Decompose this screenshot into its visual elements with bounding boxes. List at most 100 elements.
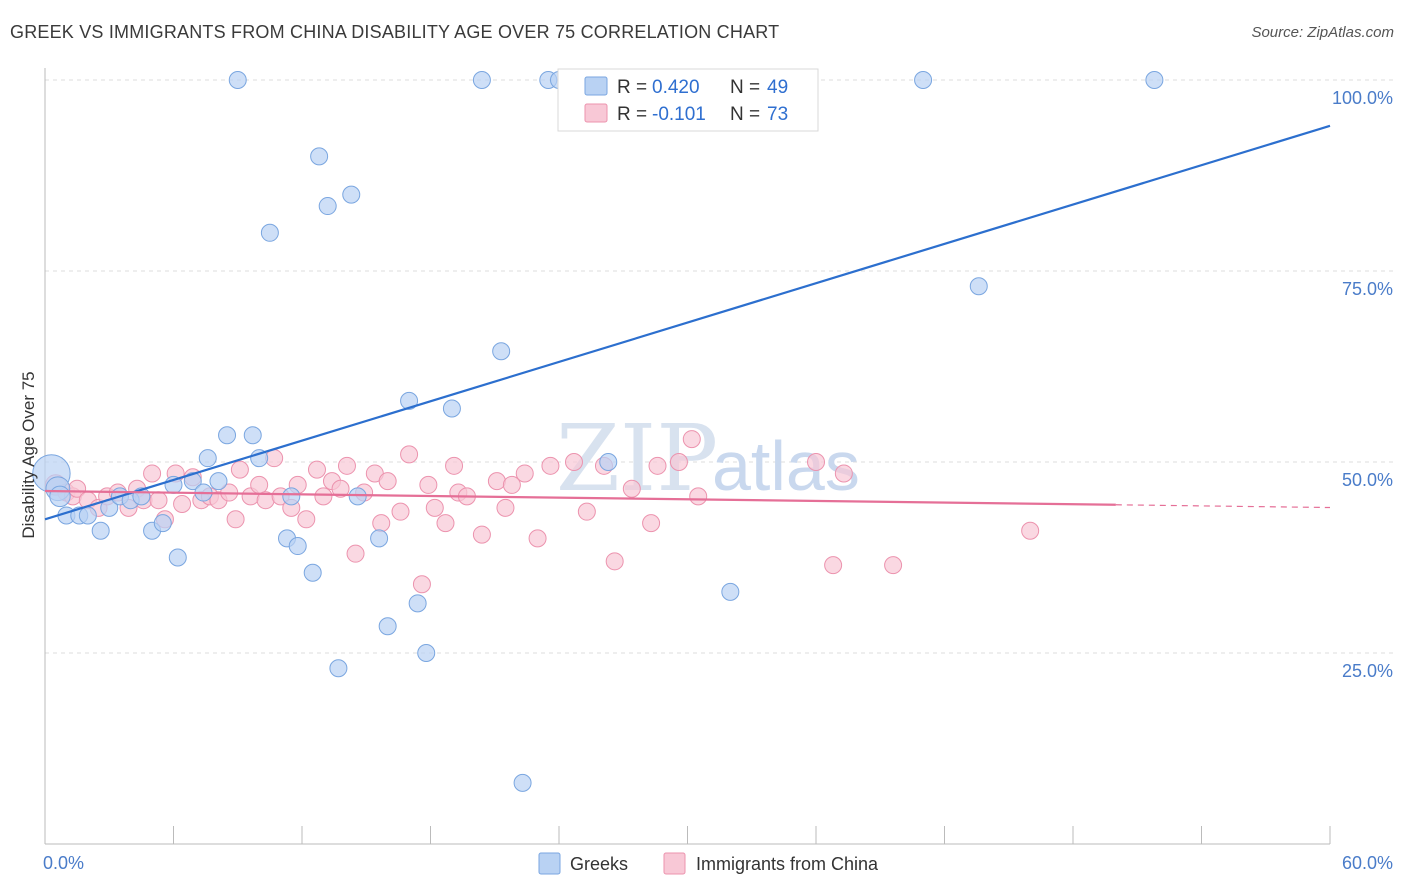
point-china bbox=[502, 475, 521, 494]
point-china bbox=[622, 479, 641, 498]
point-china bbox=[346, 544, 365, 563]
legend-swatch-greeks bbox=[584, 76, 608, 96]
point-china bbox=[834, 464, 853, 483]
point-greeks bbox=[310, 147, 329, 166]
point-china bbox=[528, 529, 547, 548]
point-greeks bbox=[408, 594, 427, 613]
legend-n-label: N = bbox=[730, 104, 760, 125]
point-greeks bbox=[183, 472, 202, 491]
point-china bbox=[372, 514, 391, 533]
point-greeks bbox=[218, 426, 237, 445]
point-greeks bbox=[318, 197, 337, 216]
point-greeks bbox=[78, 506, 97, 525]
point-china bbox=[472, 525, 491, 544]
correlation-legend: R = 0.420 N = 49 R = -0.101 N = 73 bbox=[557, 68, 819, 132]
point-china bbox=[400, 445, 419, 464]
x-tick-label: 60.0% bbox=[1342, 853, 1393, 873]
y-tick-label: 50.0% bbox=[1342, 470, 1393, 490]
point-greeks bbox=[91, 521, 110, 540]
trend-lines bbox=[44, 124, 1331, 521]
y-tick-label: 75.0% bbox=[1342, 279, 1393, 299]
tick-labels: 100.0% 75.0% 50.0% 25.0% 0.0% 60.0% bbox=[43, 88, 1393, 873]
bottom-legend-label-greeks: Greeks bbox=[570, 854, 628, 874]
point-china bbox=[173, 495, 192, 514]
point-greeks bbox=[1145, 71, 1164, 89]
point-china bbox=[378, 472, 397, 491]
point-china bbox=[412, 575, 431, 594]
point-china bbox=[297, 510, 316, 529]
chart-title: GREEK VS IMMIGRANTS FROM CHINA DISABILIT… bbox=[10, 22, 780, 42]
point-greeks bbox=[599, 453, 618, 471]
legend-swatch-china bbox=[584, 103, 608, 123]
point-china bbox=[824, 556, 843, 575]
legend-r-label: R = bbox=[617, 77, 647, 98]
point-greeks bbox=[288, 537, 307, 556]
point-greeks bbox=[348, 487, 367, 506]
point-china bbox=[307, 460, 326, 479]
point-greeks bbox=[303, 563, 322, 582]
point-china bbox=[265, 449, 284, 468]
y-axis-title: Disability Age Over 75 bbox=[19, 371, 38, 538]
point-greeks bbox=[370, 529, 389, 548]
point-china bbox=[445, 456, 464, 475]
point-china bbox=[564, 453, 583, 471]
point-china bbox=[541, 456, 560, 475]
legend-n-value-greeks: 49 bbox=[767, 77, 788, 98]
point-greeks bbox=[513, 773, 532, 792]
point-china bbox=[436, 514, 455, 533]
y-tick-label: 100.0% bbox=[1332, 88, 1393, 108]
point-china bbox=[648, 456, 667, 475]
point-china bbox=[496, 498, 515, 517]
point-greeks bbox=[378, 617, 397, 636]
trend-line-china-extension bbox=[1115, 504, 1331, 509]
x-tick-label: 0.0% bbox=[43, 853, 84, 873]
point-china bbox=[884, 556, 903, 575]
point-china bbox=[143, 464, 162, 483]
legend-r-label: R = bbox=[617, 104, 647, 125]
point-greeks bbox=[914, 71, 933, 89]
point-greeks bbox=[198, 449, 217, 468]
point-greeks bbox=[153, 514, 172, 533]
point-greeks bbox=[417, 644, 436, 662]
point-china bbox=[487, 472, 506, 491]
point-greeks bbox=[260, 223, 279, 242]
legend-r-value-greeks: 0.420 bbox=[652, 77, 700, 98]
point-china bbox=[577, 502, 596, 521]
point-china bbox=[230, 460, 249, 479]
point-china bbox=[250, 475, 269, 494]
point-greeks bbox=[442, 399, 461, 418]
trend-line-greeks bbox=[44, 124, 1331, 521]
point-china bbox=[419, 475, 438, 494]
trend-line-china bbox=[44, 489, 1116, 506]
grid-lines bbox=[45, 79, 1395, 654]
point-greeks bbox=[243, 426, 262, 445]
point-china bbox=[425, 498, 444, 517]
point-greeks bbox=[492, 342, 511, 361]
point-china bbox=[1021, 521, 1040, 540]
point-china bbox=[682, 430, 701, 449]
point-china bbox=[642, 514, 661, 533]
point-greeks bbox=[969, 277, 988, 296]
point-china bbox=[226, 510, 245, 529]
point-greeks bbox=[168, 548, 187, 567]
point-greeks bbox=[209, 472, 228, 491]
point-china bbox=[314, 487, 333, 506]
source-credit: Source: ZipAtlas.com bbox=[1251, 24, 1394, 41]
legend-n-label: N = bbox=[730, 77, 760, 98]
point-china bbox=[605, 552, 624, 571]
point-greeks bbox=[282, 487, 301, 506]
point-china bbox=[689, 487, 708, 506]
point-greeks bbox=[228, 71, 247, 89]
point-china bbox=[331, 479, 350, 498]
bottom-legend-swatch-china bbox=[663, 852, 686, 875]
point-greeks bbox=[472, 71, 491, 89]
point-china bbox=[391, 502, 410, 521]
point-china bbox=[807, 453, 825, 471]
bottom-legend-swatch-greeks bbox=[538, 852, 561, 875]
point-greeks bbox=[342, 185, 361, 204]
point-china bbox=[149, 491, 168, 510]
point-greeks bbox=[721, 582, 740, 601]
series-legend: Greeks Immigrants from China bbox=[538, 852, 879, 875]
legend-n-value-china: 73 bbox=[767, 104, 788, 125]
